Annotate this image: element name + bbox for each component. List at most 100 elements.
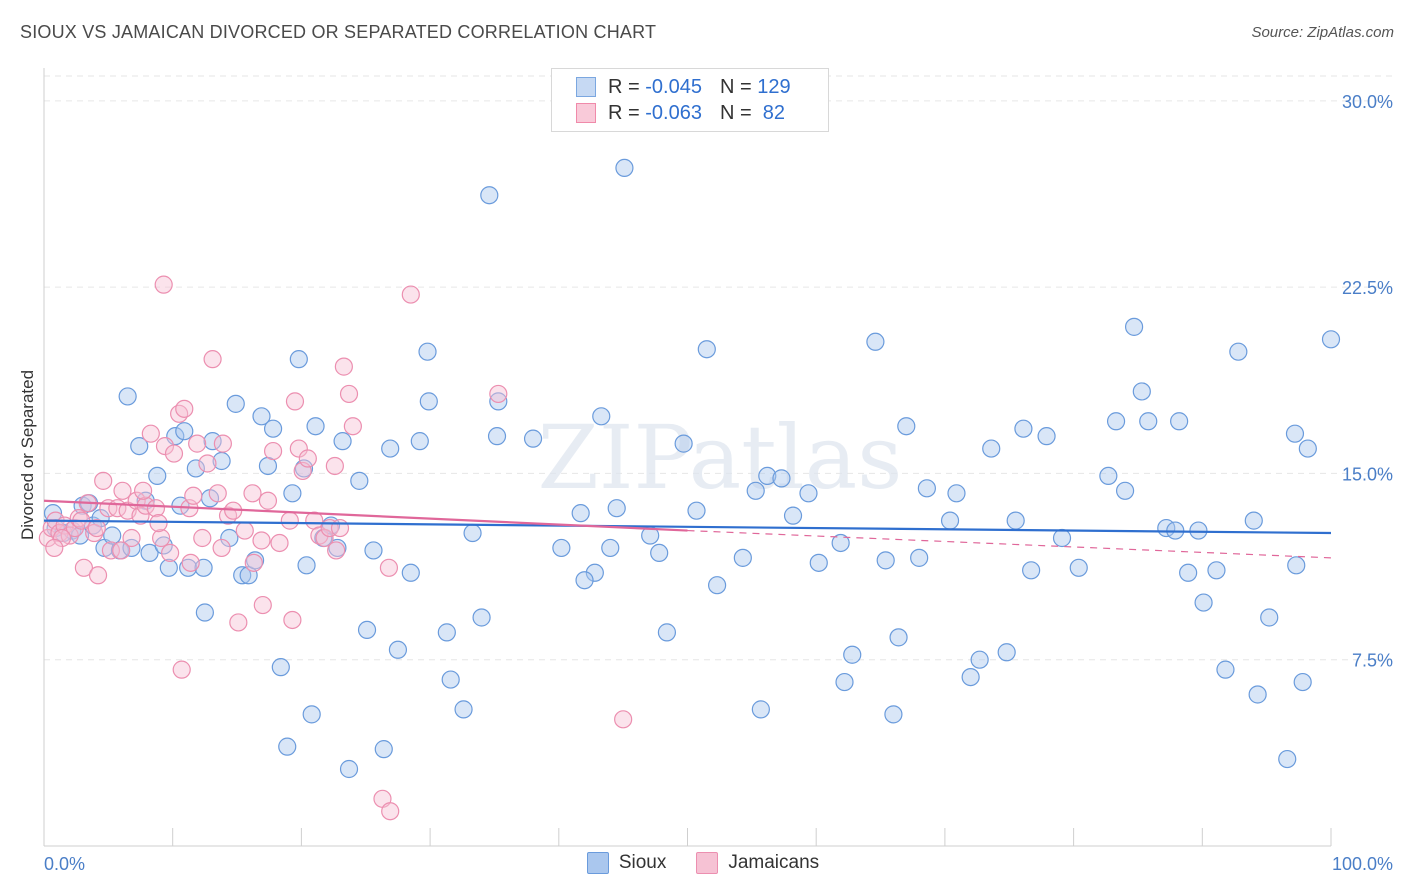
data-point — [1170, 412, 1189, 431]
data-point — [746, 481, 765, 500]
data-point — [188, 434, 207, 453]
data-point — [334, 357, 353, 376]
legend-r-label: R = — [608, 101, 646, 124]
data-point — [708, 576, 727, 595]
data-point — [154, 275, 173, 294]
data-point — [271, 658, 290, 677]
data-point — [615, 158, 634, 178]
data-point — [87, 518, 106, 538]
data-point — [831, 533, 850, 553]
data-point — [697, 340, 716, 359]
data-point — [253, 595, 272, 615]
legend-item-jamaicans[interactable]: Jamaicans — [696, 852, 819, 874]
data-point — [159, 558, 178, 577]
data-point — [131, 506, 150, 525]
data-point — [213, 434, 232, 453]
data-point — [193, 528, 212, 548]
data-point — [45, 538, 64, 558]
data-point — [809, 553, 828, 572]
data-point — [1287, 556, 1306, 575]
data-point — [489, 384, 508, 404]
data-point — [170, 404, 189, 423]
data-point — [1260, 608, 1279, 627]
data-point — [585, 563, 604, 582]
data-point — [184, 486, 203, 505]
data-point — [315, 528, 334, 548]
data-point — [325, 456, 344, 476]
data-point — [1115, 481, 1135, 500]
data-point — [1293, 672, 1312, 692]
data-point — [252, 531, 271, 550]
chart-title: SIOUX VS JAMAICAN DIVORCED OR SEPARATED … — [20, 22, 657, 42]
data-point — [897, 417, 916, 436]
data-point — [1052, 528, 1072, 548]
source-label: Source: ZipAtlas.com — [1251, 24, 1394, 41]
data-point — [1022, 561, 1041, 580]
data-point — [657, 623, 677, 642]
data-point — [441, 670, 460, 689]
data-point — [454, 700, 473, 719]
data-point — [381, 439, 400, 458]
data-point — [607, 499, 626, 518]
x-tick-label: 0.0% — [44, 854, 85, 874]
data-point — [940, 511, 960, 530]
data-point — [263, 441, 283, 461]
data-point — [339, 759, 359, 779]
data-point — [674, 434, 693, 453]
y-tick-label: 15.0% — [1342, 464, 1393, 484]
data-point — [175, 422, 194, 441]
data-point — [783, 506, 803, 525]
data-point — [835, 672, 854, 692]
data-point — [258, 491, 278, 510]
data-point — [161, 543, 180, 563]
data-point — [339, 384, 359, 404]
data-point — [947, 484, 966, 503]
data-point — [1037, 427, 1056, 446]
legend-label-sioux: Sioux — [618, 852, 667, 873]
data-point — [379, 558, 399, 577]
data-point — [751, 700, 770, 719]
legend-item-sioux[interactable]: Sioux — [586, 852, 667, 874]
data-point — [85, 523, 104, 543]
data-point — [1006, 511, 1025, 530]
data-point — [208, 484, 227, 503]
data-point — [122, 528, 141, 548]
data-point — [1216, 660, 1235, 679]
data-point — [772, 469, 791, 488]
data-point — [172, 660, 191, 679]
series-legend: Sioux Jamaicans — [0, 852, 1406, 874]
data-point — [601, 538, 620, 558]
data-point — [1139, 412, 1158, 431]
data-point — [148, 466, 167, 486]
x-tick-label: 100.0% — [1332, 854, 1393, 874]
data-point — [164, 444, 184, 463]
data-point — [410, 432, 429, 451]
data-point — [101, 541, 121, 560]
data-point — [480, 186, 499, 205]
data-point — [38, 528, 57, 548]
data-point — [212, 538, 231, 558]
data-point — [152, 528, 171, 548]
data-point — [1244, 511, 1263, 530]
data-point — [1321, 330, 1341, 349]
data-point — [74, 558, 93, 577]
data-point — [175, 399, 194, 418]
data-point — [1285, 424, 1305, 443]
y-axis-title: Divorced or Separated — [18, 370, 37, 540]
data-point — [970, 650, 989, 669]
legend-row-sioux: R = -0.045 N = 129 — [576, 75, 791, 99]
data-point — [1278, 749, 1297, 769]
data-point — [437, 623, 456, 642]
y-tick-label: 22.5% — [1342, 278, 1393, 298]
data-point — [997, 643, 1016, 662]
data-point — [140, 543, 159, 563]
data-point — [343, 417, 362, 436]
data-point — [401, 563, 420, 582]
data-point — [198, 454, 217, 473]
data-point — [285, 392, 305, 411]
data-point — [1194, 593, 1213, 612]
data-point — [614, 710, 633, 729]
data-point — [133, 481, 153, 500]
data-point — [463, 523, 482, 543]
legend-swatch-jamaicans — [576, 103, 596, 123]
